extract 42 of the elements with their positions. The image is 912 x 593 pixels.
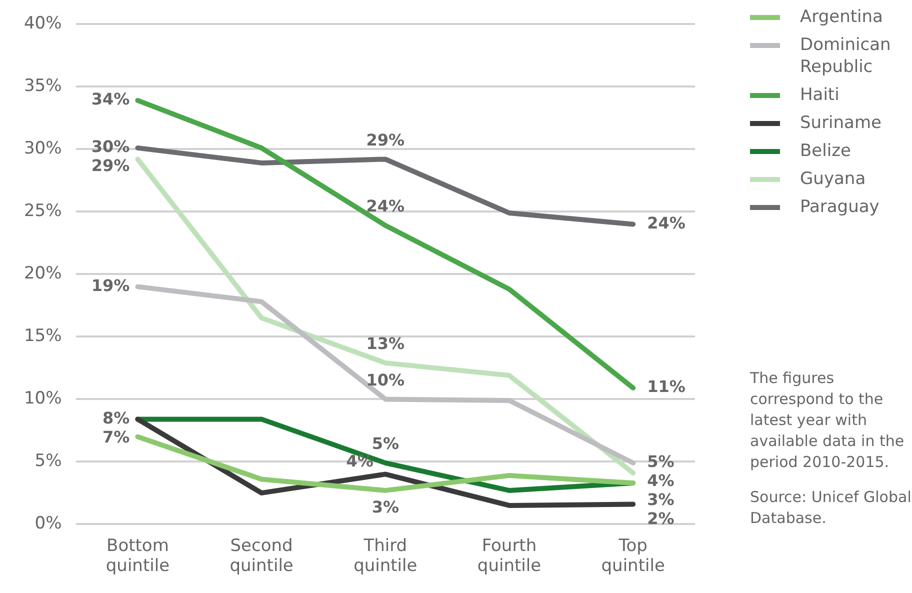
y-tick-label: 5% (34, 451, 62, 472)
data-label: 7% (102, 427, 130, 446)
y-tick-label: 10% (24, 388, 62, 409)
x-tick-label: Bottom quintile (106, 536, 170, 576)
data-label: 11% (647, 377, 686, 396)
y-tick-label: 25% (24, 201, 62, 222)
data-label: 4% (346, 451, 374, 470)
legend-label: Dominican Republic (800, 34, 892, 78)
data-label: 34% (91, 90, 130, 109)
data-label: 13% (366, 334, 405, 354)
y-tick-label: 15% (24, 326, 62, 346)
data-label: 3% (647, 490, 674, 510)
x-tick-label: Third quintile (354, 536, 418, 576)
data-label: 4% (647, 471, 674, 490)
data-label: 8% (102, 408, 130, 428)
x-tick-label: Second quintile (230, 536, 294, 576)
legend-label: Suriname (800, 112, 882, 134)
y-tick-label: 40% (24, 14, 62, 34)
data-label: 5% (372, 434, 399, 454)
legend-label: Argentina (800, 6, 883, 28)
text: The figures correspond to the latest year with available data in the period 2010-2015. (750, 368, 906, 473)
legend-label: Guyana (800, 168, 866, 190)
data-label: 5% (647, 452, 674, 472)
legend-label: Belize (800, 140, 851, 162)
data-label: 24% (647, 213, 686, 232)
data-label: 24% (366, 196, 405, 216)
y-tick-label: 0% (34, 514, 62, 534)
data-label: 10% (366, 370, 405, 390)
data-label: 19% (91, 276, 130, 295)
legend-label: Haiti (800, 84, 840, 106)
source-note: Source: Unicef Global Database. (750, 487, 912, 529)
x-tick-label: Top quintile (601, 536, 665, 576)
data-label: 30% (91, 137, 130, 156)
y-tick-label: 20% (24, 264, 62, 284)
data-label: 29% (91, 156, 130, 176)
x-tick-label: Fourth quintile (477, 536, 542, 576)
data-label: 29% (366, 130, 405, 150)
legend-label: Paraguay (800, 196, 880, 218)
data-label: 3% (372, 498, 399, 517)
y-tick-label: 30% (24, 138, 62, 159)
y-tick-label: 35% (24, 76, 62, 96)
data-label: 2% (647, 509, 674, 528)
